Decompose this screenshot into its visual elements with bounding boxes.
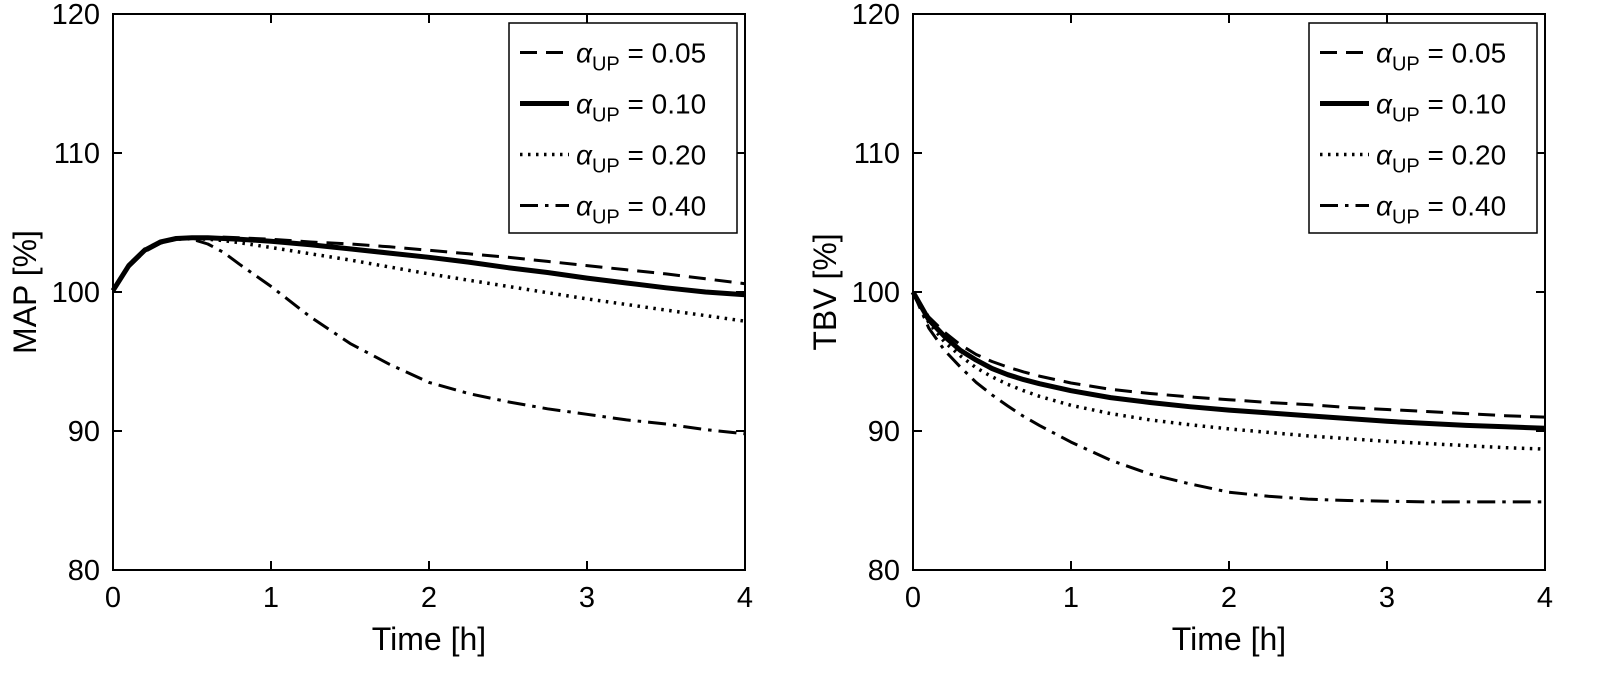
y-tick-label: 100	[52, 277, 100, 309]
x-tick-label: 2	[421, 582, 437, 614]
y-axis-label: TBV [%]	[807, 233, 843, 350]
series-line-dashed	[111, 235, 746, 291]
series-line-dotted	[111, 236, 746, 323]
legend-entry-label: αUP = 0.05	[1376, 38, 1506, 76]
series-line-dotted	[911, 291, 1546, 451]
x-axis-label: Time [h]	[1172, 621, 1286, 657]
x-tick-label: 4	[737, 582, 753, 614]
y-tick-label: 90	[868, 416, 900, 448]
legend-box	[1308, 22, 1538, 234]
x-tick-label: 4	[1537, 582, 1553, 614]
y-tick-label: 120	[52, 0, 100, 31]
y-tick-label: 80	[68, 555, 100, 587]
y-tick-label: 110	[854, 138, 900, 170]
legend-box	[508, 22, 738, 234]
legend-entry-label: αUP = 0.10	[576, 89, 706, 127]
series-line-dashdot	[911, 291, 1545, 504]
x-tick-label: 1	[1063, 582, 1079, 614]
y-tick-label: 100	[852, 277, 900, 309]
legend-entry-label: αUP = 0.20	[1376, 140, 1506, 178]
series-line-solid	[910, 290, 1546, 431]
x-tick-label: 3	[1379, 582, 1395, 614]
series-line-dashdot	[111, 237, 746, 436]
x-tick-label: 0	[905, 582, 921, 614]
x-tick-label: 0	[105, 582, 121, 614]
series-line-solid	[110, 235, 746, 298]
x-tick-label: 1	[263, 582, 279, 614]
tbv-chart: 0 1 2 3 4 80 90 100 110 120 Time [h] TBV [%] αUP = 0…	[800, 0, 1600, 676]
legend-entry-label: αUP = 0.40	[576, 191, 706, 229]
x-tick-label: 2	[1221, 582, 1237, 614]
x-axis-label: Time [h]	[372, 621, 486, 657]
y-tick-label: 120	[852, 0, 900, 31]
y-tick-label: 110	[54, 138, 100, 170]
legend-entry-label: αUP = 0.20	[576, 140, 706, 178]
map-chart: 0 1 2 3 4 80 90 100 110 120 Time [h] MAP [%] αUP = 0…	[7, 0, 754, 657]
legend-entry-label: αUP = 0.10	[1376, 89, 1506, 127]
legend-entry-label: αUP = 0.05	[576, 38, 706, 76]
legend-entry-label: αUP = 0.40	[1376, 191, 1506, 229]
x-tick-label: 3	[579, 582, 595, 614]
y-axis-label: MAP [%]	[7, 230, 43, 354]
series-line-dashed	[911, 291, 1546, 419]
y-tick-label: 90	[68, 416, 100, 448]
y-tick-label: 80	[868, 555, 900, 587]
